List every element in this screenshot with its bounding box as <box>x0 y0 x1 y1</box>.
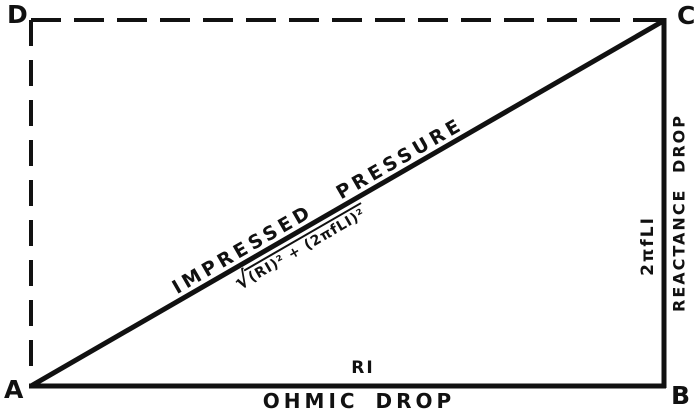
corner-label-d: D <box>7 0 28 29</box>
corner-label-b: B <box>671 381 691 410</box>
diagonal-line <box>29 17 667 389</box>
corner-label-c: C <box>677 1 696 30</box>
ohmic-drop-value: RI <box>351 358 375 378</box>
reactance-value: 2πfLI <box>638 216 658 276</box>
corner-label-a: A <box>4 375 24 404</box>
reactance-drop-label: REACTANCE DROP <box>669 114 689 312</box>
ohmic-drop-label: OHMIC DROP <box>262 389 456 413</box>
